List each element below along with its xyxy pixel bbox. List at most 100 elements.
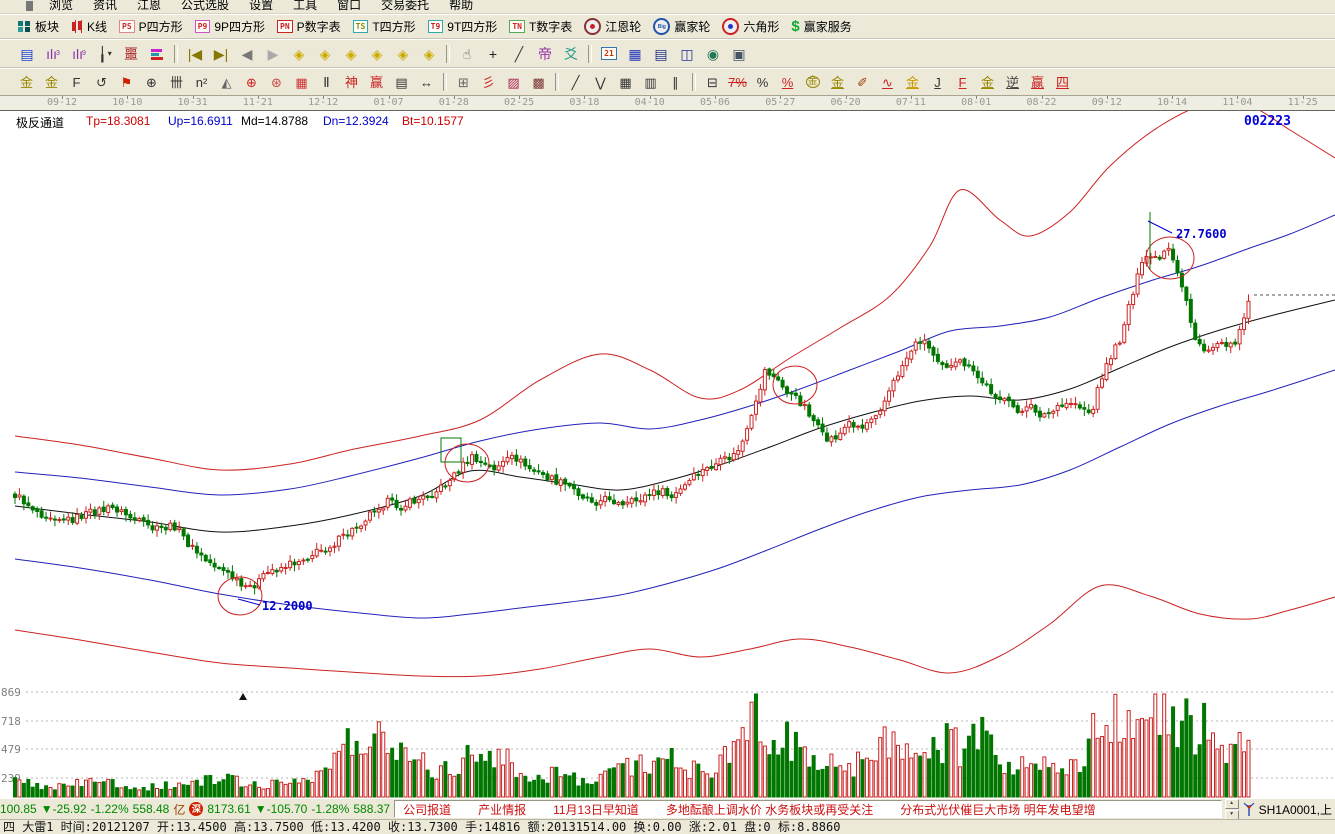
box-gauge-icon[interactable]: ⊞ [458,74,469,90]
gann-wheel-button[interactable]: 江恩轮 [578,17,647,36]
ying-icon[interactable]: 赢 [369,74,383,90]
knot-icon[interactable]: 帝 [538,45,552,62]
grid-red-icon[interactable]: ▦ [295,74,308,90]
hand-icon[interactable]: ☝ [462,45,472,62]
p9-square-button[interactable]: P9 9P四方形 [189,17,271,36]
fibo-icon[interactable]: F [72,74,81,90]
si-line-icon[interactable]: 四 [1055,74,1069,90]
ni-line-icon[interactable]: 逆 [1005,74,1019,90]
menu-help[interactable]: 帮助 [449,0,474,12]
seal-icon[interactable]: 噩 [124,45,138,62]
histogram-icon[interactable] [144,43,170,65]
gold-channel-icon[interactable]: 金 [19,74,33,90]
p-square-button[interactable]: PS P四方形 [113,17,189,36]
scale-icon[interactable]: ⊟ [707,74,718,90]
fill-grid-icon[interactable]: ▩ [532,74,545,90]
menu-gann[interactable]: 江恩 [137,0,162,12]
diamond-full-icon[interactable]: ◈ [423,45,435,62]
calendar-icon[interactable]: 21 [596,43,622,65]
fan-grid-icon[interactable]: ▨ [507,74,520,90]
t-number-button[interactable]: TN T数字表 [503,17,578,36]
pct-strike-icon[interactable]: 7% [728,74,747,90]
f-line-icon[interactable]: F [958,74,967,90]
calculator-icon[interactable]: ▦ [628,45,642,62]
shen-icon[interactable]: 神 [344,74,358,90]
formula-list-icon[interactable]: ▤ [20,45,34,62]
prev-page-icon[interactable]: ◀ [241,45,253,62]
cycle-circle-icon[interactable]: ⊕ [146,74,157,90]
ticker-industry-intel[interactable]: 产业情报 [478,802,527,817]
tick-pair-icon[interactable]: Ⅱ [323,74,330,90]
trendline-icon[interactable]: ╱ [514,45,524,62]
pct-line-icon[interactable]: % [781,74,794,90]
hexagon-button[interactable]: 六角形 [716,17,785,36]
menu-formula-pick[interactable]: 公式选股 [181,0,230,12]
ying-line-icon[interactable]: 赢 [1030,74,1044,90]
hspan-icon[interactable]: ↔ [420,74,433,90]
yao-icon[interactable]: 爻 [564,45,578,62]
menu-trade[interactable]: 交易委托 [381,0,430,12]
diagonal-icon[interactable]: ╱ [571,74,580,90]
grid-b-icon[interactable]: ▥ [644,74,657,90]
news-ticker[interactable]: 公司报道 产业情报 11月13日早知道 多地酝酿上调水价 水务板块或再受关注 分布式光伏… [394,800,1222,818]
notes-icon[interactable]: ▤ [654,45,668,62]
ticker-morning-brief[interactable]: 11月13日早知道 [553,802,639,817]
t9-square-button[interactable]: T9 9T四方形 [422,17,504,36]
chart-area[interactable]: 869 718 479 239 12.2000 27.7600 极反通道 Tp=18.30… [0,111,1335,798]
n2-icon[interactable]: n² [195,74,208,90]
wave-line-icon[interactable]: ∿ [882,74,893,90]
candle-type-icon[interactable]: ╽ ▾ [98,45,112,62]
zigzag-icon[interactable]: ⋁ [595,74,606,90]
diamond-expand-icon[interactable]: ◈ [371,45,383,62]
last-page-icon[interactable]: ▶| [213,45,229,62]
menu-tools[interactable]: 工具 [293,0,318,12]
arc-icon[interactable]: ↺ [96,74,107,90]
menu-browse[interactable]: 浏览 [49,0,74,12]
gold-circle-icon[interactable]: 金 [805,76,820,88]
next-page-icon[interactable]: ▶ [267,45,279,62]
gold-slant-icon[interactable]: 金 [905,74,919,90]
grid-a-icon[interactable]: ▦ [619,74,632,90]
diamond-right-icon[interactable]: ◈ [319,45,331,62]
bars3-icon[interactable]: ılı 3 [46,45,60,62]
pct-icon[interactable]: % [756,74,769,90]
grid123-icon[interactable]: ▤ [395,74,408,90]
ticker-solar-market[interactable]: 分布式光伏催巨大市场 明年发电望增 [900,802,1096,817]
flag-icon[interactable]: ⚑ [120,74,133,90]
sectors-button[interactable]: 板块 [12,17,65,36]
gold-channel2-icon[interactable]: 金 [44,74,58,90]
j-line-icon[interactable]: J [934,74,941,90]
ticker-water-price[interactable]: 多地酝酿上调水价 水务板块或再受关注 [665,802,874,817]
kline-button[interactable]: K线 [65,17,113,36]
winner-wheel-button[interactable]: Big 赢家轮 [647,17,716,36]
ticker-spinner[interactable]: ▲ ▼ [1224,799,1239,819]
web-icon[interactable]: ⊛ [271,74,282,90]
diamond-left-icon[interactable]: ◈ [293,45,305,62]
menu-settings[interactable]: 设置 [249,0,274,12]
save-icon[interactable]: ◫ [680,45,694,62]
gold-line-icon[interactable]: 金 [830,74,844,90]
parallel-icon[interactable]: ∥ [672,74,679,90]
t-square-button[interactable]: TS T四方形 [347,17,422,36]
print-icon[interactable]: ▣ [732,45,746,62]
menu-news[interactable]: 资讯 [93,0,118,12]
spinner-up-icon[interactable]: ▲ [1224,799,1239,809]
crosshair-icon[interactable]: + [488,45,498,62]
gold2-line-icon[interactable]: 金 [980,74,994,90]
fan-icon[interactable]: 彡 [481,74,495,90]
comb-icon[interactable]: 卌 [169,74,183,90]
diamond-center-icon[interactable]: ◈ [397,45,409,62]
bars9-icon[interactable]: ılı 9 [72,45,86,62]
first-page-icon[interactable]: |◀ [187,45,203,62]
menu-window[interactable]: 窗口 [337,0,362,12]
angle-icon[interactable]: ◭ [221,74,232,90]
ticker-company-news[interactable]: 公司报道 [403,802,452,817]
pencil-icon[interactable]: ✐ [857,74,868,90]
diamond-up-icon[interactable]: ◈ [345,45,357,62]
web-save-icon[interactable]: ◉ [706,45,720,62]
p-number-button[interactable]: PN P数字表 [271,17,347,36]
spinner-down-icon[interactable]: ▼ [1224,809,1239,819]
target-icon[interactable]: ⊕ [246,74,257,90]
winner-service-button[interactable]: $ 赢家服务 [785,17,857,36]
